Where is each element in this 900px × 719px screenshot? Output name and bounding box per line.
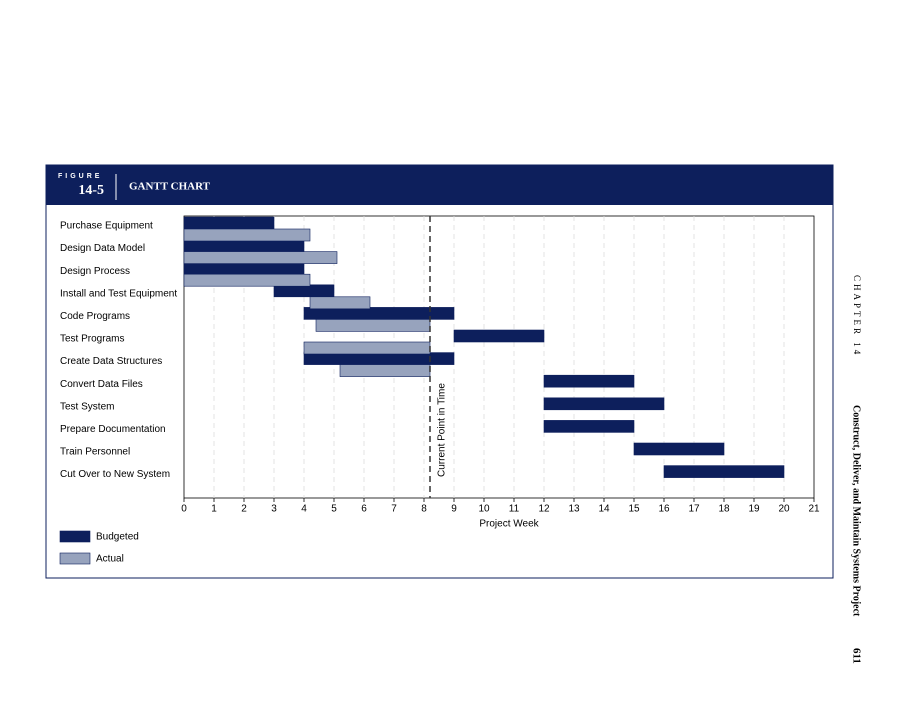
task-label: Code Programs <box>60 311 130 322</box>
gantt-bar <box>183 228 311 242</box>
gantt-bar <box>183 273 311 287</box>
x-tick-label: 15 <box>628 504 640 515</box>
x-tick-label: 3 <box>271 504 277 515</box>
x-tick-label: 10 <box>478 504 490 515</box>
x-tick-label: 6 <box>361 504 367 515</box>
task-label: Convert Data Files <box>60 379 143 390</box>
task-label: Purchase Equipment <box>60 221 153 232</box>
x-tick-label: 0 <box>181 504 187 515</box>
x-tick-label: 19 <box>748 504 760 515</box>
x-axis-label: Project Week <box>479 519 539 530</box>
gantt-bar <box>303 352 455 365</box>
x-tick-label: 4 <box>301 504 307 515</box>
figure-frame <box>45 164 834 579</box>
gantt-bar <box>543 397 665 411</box>
page-number: 611 <box>850 648 862 664</box>
legend-label: Budgeted <box>96 532 139 543</box>
gantt-bar <box>543 420 635 433</box>
task-label: Design Data Model <box>60 243 145 254</box>
figure-header <box>46 165 833 205</box>
x-tick-label: 16 <box>658 504 670 515</box>
gantt-bar <box>453 329 545 343</box>
x-tick-label: 11 <box>509 504 520 515</box>
x-tick-label: 13 <box>568 504 580 515</box>
task-label: Test System <box>60 401 114 412</box>
task-label: Train Personnel <box>60 447 130 458</box>
gantt-bar <box>183 261 305 275</box>
legend-swatch <box>59 530 91 543</box>
figure-title: GANTT CHART <box>129 181 211 193</box>
x-tick-label: 2 <box>241 504 247 515</box>
gantt-bar <box>183 216 275 230</box>
x-tick-label: 12 <box>538 504 550 515</box>
x-tick-label: 21 <box>808 504 820 515</box>
legend-label: Actual <box>96 554 124 565</box>
x-tick-label: 7 <box>391 504 397 515</box>
x-tick-label: 14 <box>598 504 610 515</box>
gantt-bar <box>633 442 725 456</box>
gantt-bar <box>543 374 635 388</box>
gantt-bar <box>339 364 431 377</box>
current-point-label: Current Point in Time <box>437 383 448 477</box>
gantt-bar <box>183 251 338 264</box>
task-label: Install and Test Equipment <box>60 288 177 299</box>
x-tick-label: 17 <box>688 504 700 515</box>
chapter-title: Construct, Deliver, and Maintain Systems… <box>851 405 862 617</box>
plot-frame <box>183 215 815 499</box>
gantt-bar <box>303 341 431 355</box>
x-tick-label: 18 <box>718 504 730 515</box>
task-label: Test Programs <box>60 334 124 345</box>
figure-number: 14-5 <box>78 183 104 198</box>
gantt-bar <box>663 465 785 478</box>
task-label: Prepare Documentation <box>60 424 166 435</box>
x-tick-label: 20 <box>778 504 790 515</box>
task-label: Create Data Structures <box>60 356 162 367</box>
gantt-bar <box>183 239 305 252</box>
gantt-bar <box>303 307 455 320</box>
x-tick-label: 8 <box>421 504 427 515</box>
gantt-bar <box>309 296 371 310</box>
task-label: Cut Over to New System <box>60 469 170 480</box>
figure-label: FIGURE <box>58 173 102 180</box>
task-label: Design Process <box>60 266 130 277</box>
gantt-bar <box>273 284 335 298</box>
x-tick-label: 1 <box>211 504 217 515</box>
x-tick-label: 5 <box>331 504 337 515</box>
legend-swatch <box>59 552 91 565</box>
chapter-label: CHAPTER 14 <box>852 275 862 357</box>
x-tick-label: 9 <box>451 504 457 515</box>
gantt-bar <box>315 319 431 332</box>
